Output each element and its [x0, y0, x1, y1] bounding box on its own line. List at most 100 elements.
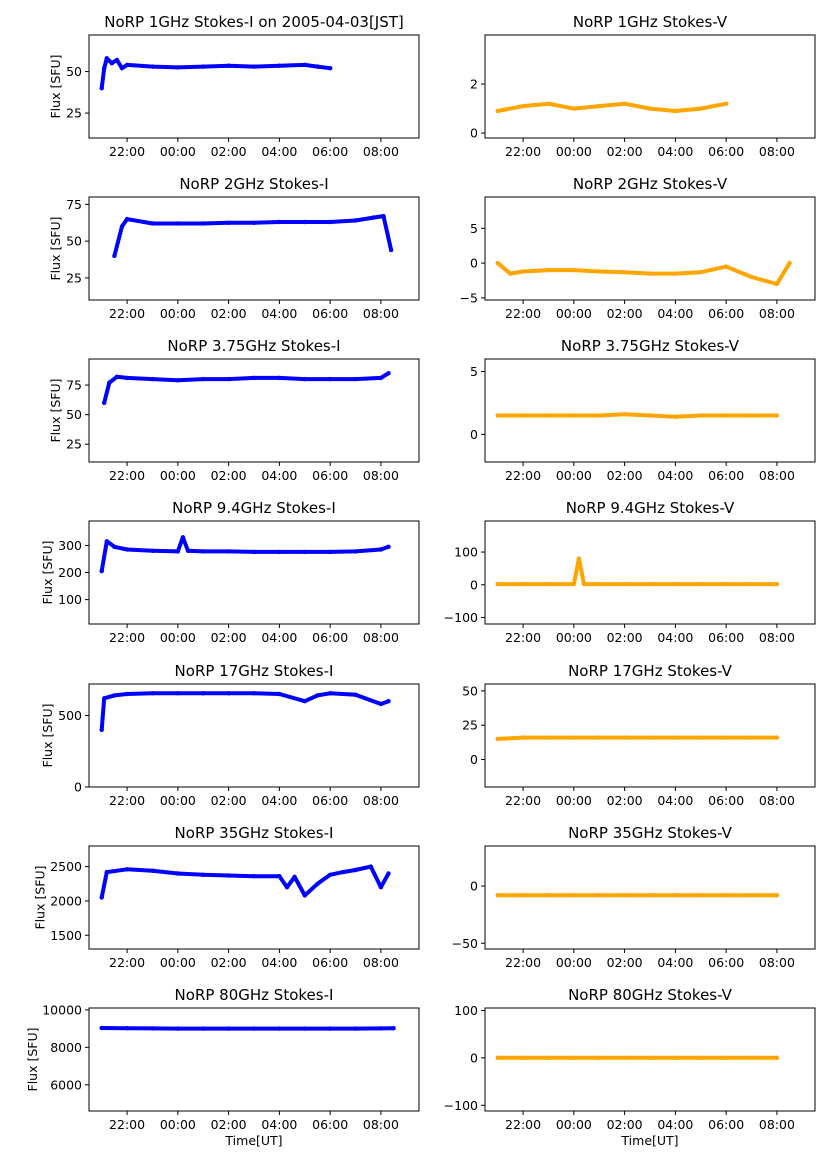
axes-frame: [88, 34, 420, 139]
x-tick-label: 02:00: [607, 793, 643, 808]
subplot-title: NoRP 2GHz Stokes-I: [179, 175, 328, 193]
data-point: [185, 548, 191, 553]
data-point: [622, 270, 627, 275]
x-tick-label: 22:00: [109, 793, 145, 808]
data-point: [520, 103, 526, 109]
data-point: [277, 63, 282, 68]
data-point: [724, 581, 729, 587]
data-point: [119, 224, 125, 229]
data-point: [597, 269, 602, 274]
x-tick-label: 08:00: [759, 144, 795, 159]
data-point: [673, 414, 678, 419]
data-point: [576, 556, 582, 561]
data-point: [201, 1026, 206, 1031]
data-point: [378, 547, 384, 552]
data-point: [647, 893, 653, 898]
x-tick-label: 06:00: [312, 955, 348, 970]
x-axis-label: Time[UT]: [224, 1133, 282, 1148]
x-tick-label: 04:00: [261, 955, 297, 970]
x-tick-label: 02:00: [211, 468, 247, 483]
data-point: [328, 66, 333, 71]
data-point: [124, 691, 130, 697]
subplot-14: 22:00 00:00 02:00 04:00 06:00 08:00 −100 0 100 No…: [444, 986, 816, 1148]
x-tick-label: 02:00: [211, 955, 247, 970]
data-point: [622, 581, 627, 587]
data-point: [124, 547, 130, 552]
x-tick-label: 04:00: [657, 306, 693, 321]
y-tick-label: 0: [470, 256, 478, 271]
axes-frame: [88, 683, 420, 788]
data-point: [597, 103, 602, 109]
data-point: [724, 264, 729, 269]
x-tick-label: 00:00: [556, 468, 592, 483]
subplot-title: NoRP 17GHz Stokes-V: [568, 662, 733, 680]
data-point: [749, 1055, 754, 1061]
data-point: [251, 375, 257, 381]
data-point: [520, 893, 526, 898]
data-point: [571, 413, 576, 418]
axes-frame: [88, 1007, 420, 1112]
y-tick-label: 25: [66, 106, 82, 121]
data-point: [104, 539, 110, 544]
subplot-9: 22:00 00:00 02:00 04:00 06:00 08:00 0 500 NoRP 1…: [40, 662, 420, 808]
x-tick-label: 02:00: [211, 306, 247, 321]
axes-frame: [484, 683, 816, 788]
x-tick-label: 00:00: [556, 630, 592, 645]
x-tick-label: 08:00: [759, 306, 795, 321]
data-point: [107, 380, 112, 385]
data-point: [284, 885, 290, 890]
x-tick-label: 06:00: [312, 630, 348, 645]
y-tick-label: 8000: [50, 1040, 82, 1055]
subplot-2: 22:00 00:00 02:00 04:00 06:00 08:00 0 2 NoRP 1GH…: [470, 13, 816, 159]
subplot-7: 22:00 00:00 02:00 04:00 06:00 08:00 100 200 300 N…: [40, 499, 420, 645]
data-point: [353, 692, 358, 697]
data-point: [251, 874, 257, 879]
x-tick-label: 06:00: [708, 793, 744, 808]
x-tick-label: 06:00: [708, 306, 744, 321]
data-point: [546, 1055, 551, 1061]
x-tick-label: 22:00: [505, 144, 541, 159]
x-tick-label: 06:00: [312, 1117, 348, 1132]
y-tick-label: 500: [58, 708, 82, 723]
data-point: [277, 219, 282, 225]
x-tick-label: 04:00: [657, 1117, 693, 1132]
data-point: [520, 413, 526, 418]
y-tick-label: 6000: [50, 1077, 82, 1092]
data-point: [508, 271, 513, 276]
data-point: [124, 62, 130, 68]
y-axis-label: Flux [SFU]: [40, 541, 55, 605]
data-point: [315, 693, 320, 698]
data-point: [391, 1026, 396, 1031]
data-point: [175, 549, 180, 554]
data-point: [571, 893, 576, 898]
data-point: [104, 869, 110, 875]
data-point: [251, 691, 257, 696]
subplot-3: 22:00 00:00 02:00 04:00 06:00 08:00 25 50 75 NoRP…: [48, 175, 420, 321]
axes-frame: [484, 196, 816, 301]
x-tick-label: 00:00: [556, 144, 592, 159]
data-point: [647, 413, 653, 418]
data-point: [622, 1055, 627, 1061]
data-point: [150, 1026, 155, 1031]
x-tick-label: 22:00: [505, 955, 541, 970]
data-point: [698, 581, 703, 587]
data-point: [328, 691, 333, 696]
series-line: [495, 261, 792, 286]
data-point: [114, 374, 120, 379]
y-tick-label: 100: [58, 592, 82, 607]
y-tick-label: 2500: [50, 859, 82, 874]
x-tick-label: 02:00: [607, 1117, 643, 1132]
y-tick-label: 0: [470, 427, 478, 442]
axes-frame: [484, 845, 816, 950]
data-point: [353, 218, 358, 223]
data-point: [302, 1026, 307, 1031]
x-tick-label: 04:00: [261, 1117, 297, 1132]
axes-frame: [88, 196, 420, 301]
data-point: [226, 549, 231, 554]
data-point: [597, 413, 602, 418]
data-point: [201, 221, 206, 226]
x-tick-label: 04:00: [657, 468, 693, 483]
data-point: [698, 106, 703, 111]
data-point: [495, 260, 500, 266]
data-point: [378, 375, 384, 381]
